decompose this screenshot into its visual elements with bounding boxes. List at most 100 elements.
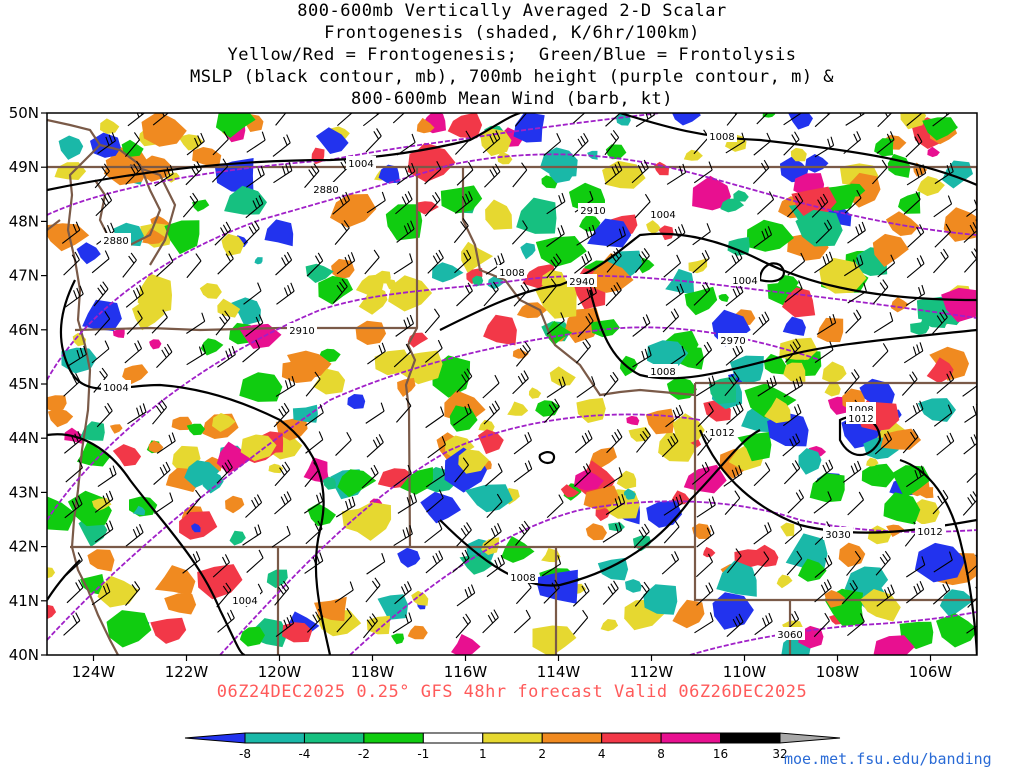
credit-link[interactable]: moe.met.fsu.edu/banding xyxy=(784,750,992,768)
shading-patch xyxy=(795,209,843,247)
wind-barb xyxy=(94,163,110,189)
wind-barb xyxy=(905,284,926,306)
wind-barb xyxy=(636,427,651,453)
shading-patch xyxy=(139,155,174,182)
wind-barb xyxy=(697,402,714,428)
wind-barb xyxy=(332,278,348,304)
lat-tick-label: 40N xyxy=(9,646,39,664)
wind-barb xyxy=(61,221,81,244)
wind-barb xyxy=(94,490,114,513)
lon-tick-label: 120W xyxy=(258,663,302,681)
wind-barb xyxy=(662,308,680,333)
colorbar-segment xyxy=(422,732,484,744)
wind-barb xyxy=(456,522,472,547)
wind-barb xyxy=(605,113,622,127)
wind-barb xyxy=(814,136,835,158)
lon-tick-label: 122W xyxy=(165,663,209,681)
shading-patch xyxy=(712,592,754,630)
wind-barb xyxy=(574,430,593,454)
wind-barb xyxy=(546,312,565,335)
wind-barb xyxy=(932,489,949,515)
wind-barb xyxy=(814,579,832,603)
shading-patch xyxy=(513,113,545,143)
wind-barb xyxy=(306,608,324,633)
shading-patch xyxy=(859,378,895,409)
wind-barb xyxy=(753,462,771,487)
wind-barb xyxy=(606,247,622,273)
wind-barb xyxy=(182,192,199,218)
shading-patch xyxy=(672,413,705,445)
shading-patch xyxy=(112,328,125,338)
shading-patch xyxy=(315,127,349,154)
wind-barb xyxy=(724,490,741,515)
svg-text:1008: 1008 xyxy=(709,132,734,143)
wind-barb xyxy=(634,193,651,219)
shading-patch xyxy=(507,401,529,416)
wind-barb xyxy=(661,551,680,575)
lat-tick-label: 46N xyxy=(9,321,39,339)
wind-barb xyxy=(392,113,405,124)
colorbar-segment xyxy=(660,732,722,744)
wind-barb xyxy=(186,489,202,515)
wind-barb xyxy=(97,465,117,487)
shading-patch xyxy=(97,575,139,608)
wind-barb xyxy=(542,278,558,304)
wind-barb xyxy=(907,224,925,248)
shading-patch xyxy=(281,360,321,383)
wind-barb xyxy=(393,525,413,547)
wind-barb xyxy=(91,250,110,274)
colorbar-tick-label: 32 xyxy=(772,747,787,761)
shading-patch xyxy=(626,415,640,426)
wind-barb xyxy=(872,343,889,368)
wind-barb xyxy=(757,375,777,397)
lat-tick-label: 43N xyxy=(9,483,39,501)
wind-barb xyxy=(124,340,143,364)
title-line-3: Yellow/Red = Frontogenesis; Green/Blue =… xyxy=(227,45,797,65)
wind-barb xyxy=(691,461,710,485)
shading-patch xyxy=(378,164,400,184)
shading-patch xyxy=(920,487,934,499)
shading-patch xyxy=(516,302,548,319)
wind-barb xyxy=(366,434,384,458)
shading-patch xyxy=(254,257,263,265)
wind-barb xyxy=(274,461,291,487)
shading-patch xyxy=(478,419,495,433)
shading-patch xyxy=(192,147,222,169)
title-line-1: 800-600mb Vertically Averaged 2-D Scalar xyxy=(297,1,727,21)
height-contour-label: 2910 xyxy=(287,323,317,337)
wind-barb xyxy=(242,524,262,546)
colorbar-segment xyxy=(720,732,781,744)
shading-patch xyxy=(782,316,806,336)
wind-barb xyxy=(65,552,83,576)
wind-barb xyxy=(513,281,530,307)
wind-barb xyxy=(665,404,684,428)
wind-barb xyxy=(577,313,594,338)
shading-patch xyxy=(692,175,731,211)
wind-barb xyxy=(156,343,173,369)
wind-barb xyxy=(726,401,744,425)
wind-barb xyxy=(425,339,443,363)
wind-barb xyxy=(393,343,411,368)
wind-barb xyxy=(485,463,503,487)
shading-patch xyxy=(385,204,423,241)
shading-patch xyxy=(221,233,245,256)
wind-barb xyxy=(122,252,137,278)
wind-barb xyxy=(456,282,473,307)
wind-barb xyxy=(784,521,803,545)
wind-barb xyxy=(94,520,114,543)
shading-patch xyxy=(216,441,254,474)
wind-barb xyxy=(576,224,596,246)
wind-barb xyxy=(364,249,380,275)
wind-barb xyxy=(513,460,533,483)
wind-barb xyxy=(605,282,622,307)
shading-patch xyxy=(751,544,779,567)
colorbar-right-arrow xyxy=(779,732,841,744)
wind-barb xyxy=(396,220,415,243)
title-line-5: 800-600mb Mean Wind (barb, kt) xyxy=(350,89,674,109)
shading-patch xyxy=(149,339,162,350)
colorbar-tick-label: 2 xyxy=(538,747,546,761)
shading-patch xyxy=(200,338,224,356)
shading-patch xyxy=(305,263,334,283)
wind-barb xyxy=(783,376,803,398)
shading-patch xyxy=(876,469,890,484)
